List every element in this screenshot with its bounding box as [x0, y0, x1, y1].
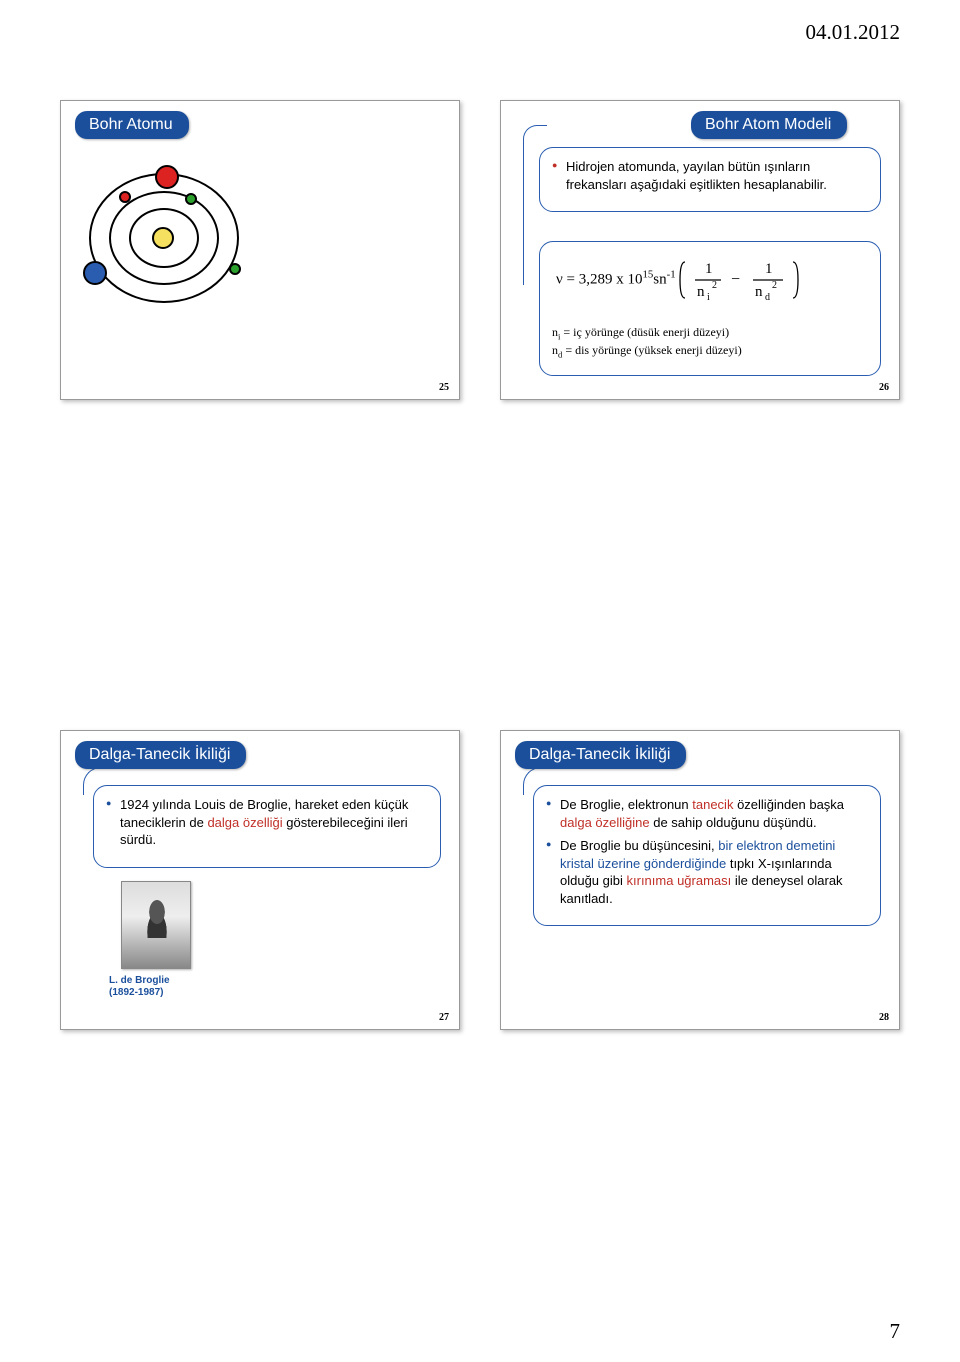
- formula-unit-exp: -1: [667, 268, 676, 280]
- svg-text:2: 2: [712, 280, 717, 291]
- fraction-svg: 1 n i 2 − 1 n d 2: [679, 258, 799, 302]
- slide-number: 26: [879, 382, 889, 393]
- slide-title: Dalga-Tanecik İkiliği: [515, 741, 686, 769]
- date-header: 04.01.2012: [806, 20, 901, 45]
- slide-25: Bohr Atomu 25: [60, 100, 460, 400]
- svg-text:1: 1: [705, 261, 713, 277]
- electron-green: [229, 263, 241, 275]
- svg-text:i: i: [707, 292, 710, 302]
- portrait-caption: L. de Broglie (1892-1987): [109, 975, 170, 999]
- svg-text:n: n: [755, 284, 763, 300]
- slide-27: Dalga-Tanecik İkiliği 1924 yılında Louis…: [60, 730, 460, 1030]
- bullet-text: De Broglie, elektronun tanecik özelliğin…: [560, 796, 868, 831]
- electron-blue: [83, 261, 107, 285]
- electron-red: [155, 165, 179, 189]
- svg-text:1: 1: [765, 261, 773, 277]
- slide-title: Dalga-Tanecik İkiliği: [75, 741, 246, 769]
- content-box: 1924 yılında Louis de Broglie, hareket e…: [93, 785, 441, 868]
- portrait-de-broglie: [121, 881, 191, 969]
- slide-number: 25: [439, 382, 449, 393]
- electron-green: [185, 193, 197, 205]
- content-box: Hidrojen atomunda, yayılan bütün ışınlar…: [539, 147, 881, 212]
- slide-number: 28: [879, 1012, 889, 1023]
- bohr-orbit-diagram: [79, 153, 249, 323]
- bullet-text: De Broglie bu düşüncesini, bir elektron …: [560, 837, 868, 907]
- slide-number: 27: [439, 1012, 449, 1023]
- bullet-text: 1924 yılında Louis de Broglie, hareket e…: [120, 796, 428, 849]
- formula-exp: 15: [643, 268, 654, 280]
- formula-unit: sn: [653, 271, 666, 287]
- frequency-formula: ν = 3,289 x 1015sn-1 1 n i 2 − 1 n d 2: [552, 252, 868, 306]
- slide-26: Bohr Atom Modeli Hidrojen atomunda, yayı…: [500, 100, 900, 400]
- formula-box: ν = 3,289 x 1015sn-1 1 n i 2 − 1 n d 2 n…: [539, 241, 881, 376]
- electron-red-small: [119, 191, 131, 203]
- content-box: De Broglie, elektronun tanecik özelliğin…: [533, 785, 881, 926]
- definitions: ni = iç yörünge (düsük enerji düzeyi) nd…: [552, 324, 868, 361]
- svg-text:2: 2: [772, 280, 777, 291]
- svg-text:−: −: [731, 271, 740, 288]
- nucleus-icon: [152, 227, 174, 249]
- page-number: 7: [890, 1319, 901, 1344]
- formula-text: ν = 3,289 x 10: [556, 271, 643, 287]
- slide-title: Bohr Atom Modeli: [691, 111, 847, 139]
- bullet-text: Hidrojen atomunda, yayılan bütün ışınlar…: [566, 158, 868, 193]
- slide-28: Dalga-Tanecik İkiliği De Broglie, elektr…: [500, 730, 900, 1030]
- slide-title: Bohr Atomu: [75, 111, 189, 139]
- svg-text:d: d: [765, 292, 770, 302]
- svg-text:n: n: [697, 284, 705, 300]
